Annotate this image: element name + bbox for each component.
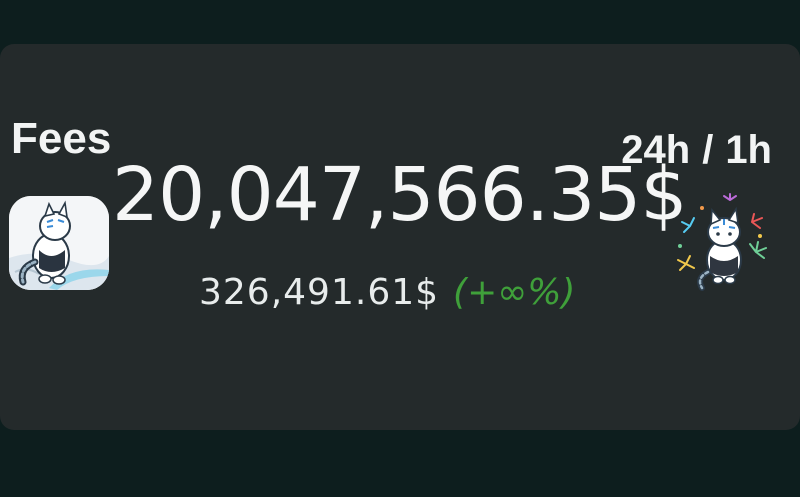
period-24h[interactable]: 24h: [621, 128, 691, 172]
period-toggle[interactable]: 24h/1h: [621, 130, 772, 170]
period-separator: /: [702, 128, 714, 172]
period-1h[interactable]: 1h: [725, 128, 772, 172]
fees-card: Fees 24h/1h: [0, 44, 800, 430]
fees-change-badge: (+∞%): [453, 272, 576, 313]
fees-period-value: 326,491.61$: [199, 272, 440, 313]
cat-fireworks-sticker-icon: [672, 192, 772, 292]
fees-sub-row: 326,491.61$ (+∞%): [199, 275, 575, 311]
cat-on-snow-sticker-icon: [9, 196, 109, 290]
card-title: Fees: [11, 114, 112, 163]
fees-total-value: 20,047,566.35$: [112, 152, 687, 238]
